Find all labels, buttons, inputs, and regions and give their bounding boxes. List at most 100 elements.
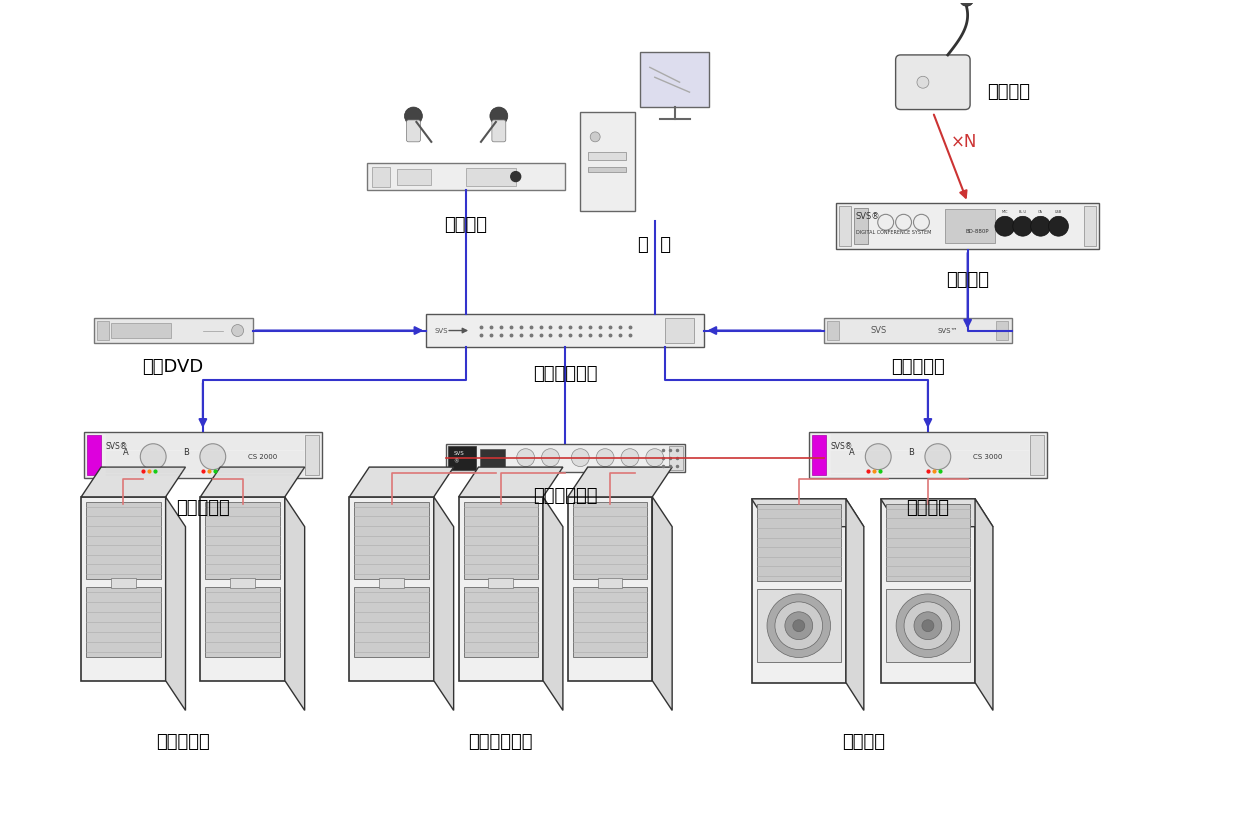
Circle shape — [922, 619, 934, 632]
Text: ®: ® — [453, 459, 458, 464]
Text: SVS®: SVS® — [831, 442, 853, 451]
FancyBboxPatch shape — [306, 435, 319, 475]
Text: BL.U: BL.U — [1018, 211, 1027, 215]
Text: MIC: MIC — [1001, 211, 1009, 215]
Text: 辅助扩声功放: 辅助扩声功放 — [533, 487, 597, 505]
Text: 主扩声功放: 主扩声功放 — [176, 499, 230, 517]
FancyBboxPatch shape — [87, 435, 101, 475]
FancyBboxPatch shape — [466, 167, 515, 185]
FancyBboxPatch shape — [446, 444, 684, 472]
Polygon shape — [284, 497, 304, 711]
Circle shape — [914, 612, 941, 640]
Polygon shape — [200, 497, 284, 681]
Polygon shape — [568, 497, 652, 681]
Circle shape — [200, 444, 226, 469]
FancyBboxPatch shape — [111, 578, 135, 588]
Circle shape — [1012, 216, 1032, 236]
Circle shape — [489, 107, 508, 125]
Polygon shape — [81, 497, 165, 681]
Circle shape — [917, 76, 929, 88]
FancyBboxPatch shape — [854, 208, 868, 244]
Circle shape — [596, 449, 614, 467]
FancyBboxPatch shape — [479, 449, 504, 467]
FancyBboxPatch shape — [836, 203, 1099, 249]
Polygon shape — [433, 497, 453, 711]
Text: 蓝光DVD: 蓝光DVD — [143, 358, 204, 376]
FancyBboxPatch shape — [371, 166, 390, 187]
FancyBboxPatch shape — [664, 317, 694, 344]
Polygon shape — [543, 497, 563, 711]
Text: B: B — [183, 448, 189, 457]
Text: 会议主机: 会议主机 — [946, 271, 989, 289]
FancyBboxPatch shape — [379, 578, 404, 588]
FancyBboxPatch shape — [426, 313, 704, 348]
Text: CS 2000: CS 2000 — [247, 454, 277, 459]
Text: 返听功放: 返听功放 — [907, 499, 949, 517]
FancyBboxPatch shape — [996, 321, 1009, 340]
Circle shape — [140, 444, 166, 469]
Polygon shape — [86, 502, 160, 579]
Polygon shape — [354, 587, 428, 657]
FancyBboxPatch shape — [809, 432, 1047, 477]
Polygon shape — [458, 467, 563, 497]
Text: 数字媒体矩阵: 数字媒体矩阵 — [533, 366, 597, 384]
Polygon shape — [349, 497, 433, 681]
Polygon shape — [205, 502, 279, 579]
Text: SVS™: SVS™ — [938, 327, 959, 334]
Polygon shape — [354, 502, 428, 579]
Circle shape — [542, 449, 559, 467]
Circle shape — [878, 215, 894, 230]
Text: SVS®: SVS® — [106, 442, 128, 451]
Polygon shape — [200, 467, 304, 497]
Text: B: B — [908, 448, 914, 457]
Text: 返听音笱: 返听音笱 — [842, 733, 884, 751]
Text: 反馈抑制器: 反馈抑制器 — [891, 358, 945, 376]
Circle shape — [792, 619, 805, 632]
Polygon shape — [573, 502, 647, 579]
Polygon shape — [886, 503, 970, 581]
Circle shape — [405, 107, 422, 125]
Polygon shape — [86, 587, 160, 657]
Text: A: A — [848, 448, 854, 457]
Polygon shape — [756, 503, 841, 581]
Circle shape — [768, 594, 831, 658]
Circle shape — [866, 444, 892, 469]
Polygon shape — [751, 499, 864, 526]
Polygon shape — [573, 587, 647, 657]
Polygon shape — [756, 589, 841, 663]
FancyBboxPatch shape — [589, 152, 626, 160]
FancyBboxPatch shape — [492, 120, 505, 142]
Text: BD-880P: BD-880P — [966, 228, 990, 233]
Polygon shape — [205, 587, 279, 657]
Circle shape — [590, 132, 600, 142]
Text: SVS: SVS — [871, 326, 887, 335]
Circle shape — [895, 215, 912, 230]
Polygon shape — [458, 497, 543, 681]
FancyBboxPatch shape — [230, 578, 255, 588]
Circle shape — [785, 612, 812, 640]
Polygon shape — [81, 467, 185, 497]
Polygon shape — [463, 502, 538, 579]
Polygon shape — [165, 497, 185, 711]
FancyBboxPatch shape — [1030, 435, 1045, 475]
Circle shape — [904, 602, 951, 650]
FancyBboxPatch shape — [448, 446, 476, 469]
Circle shape — [914, 215, 929, 230]
Circle shape — [995, 216, 1015, 236]
Polygon shape — [881, 499, 992, 526]
FancyBboxPatch shape — [396, 169, 431, 184]
Text: SVS®: SVS® — [856, 212, 881, 221]
Text: 电  脑: 电 脑 — [638, 236, 671, 254]
FancyBboxPatch shape — [668, 446, 683, 469]
FancyBboxPatch shape — [812, 435, 826, 475]
FancyBboxPatch shape — [895, 55, 970, 109]
Circle shape — [960, 0, 974, 7]
Text: DIGITAL CONFERENCE SYSTEM: DIGITAL CONFERENCE SYSTEM — [856, 230, 932, 235]
FancyBboxPatch shape — [580, 112, 635, 211]
FancyBboxPatch shape — [597, 578, 622, 588]
FancyBboxPatch shape — [406, 120, 420, 142]
Text: USB: USB — [1054, 211, 1062, 215]
Polygon shape — [846, 499, 864, 711]
Polygon shape — [975, 499, 992, 711]
Circle shape — [646, 449, 663, 467]
